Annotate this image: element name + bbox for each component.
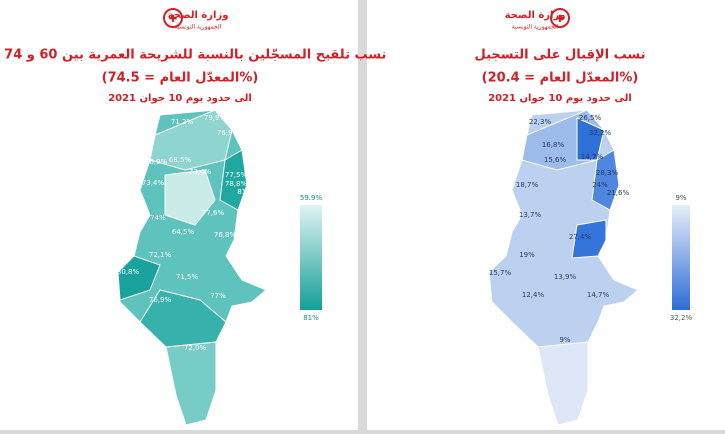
- region-label: 14,7%: [581, 153, 604, 161]
- date: الى حدود يوم 10 جوان 2021: [488, 93, 632, 104]
- region-label: 80,8%: [117, 268, 140, 276]
- region-label: 73,4%: [189, 168, 212, 176]
- region-label: 78,8%: [225, 180, 248, 188]
- region-label: 74%: [150, 214, 166, 222]
- region-label: 18,7%: [516, 181, 539, 189]
- region-label: 13,9%: [554, 273, 577, 281]
- logo-subtitle: الجمهورية التونسية: [175, 24, 222, 31]
- region-label: 14,7%: [587, 291, 610, 299]
- region-label: 16,8%: [542, 141, 565, 149]
- region-labels: 71,2% 79,9% 76,9% 66,9% 68,5% 73,4% 77,5%78,8%…: [117, 114, 630, 352]
- region-label: 72,0%: [184, 344, 207, 352]
- legend-top: 9%: [675, 194, 686, 202]
- logo-subtitle: الجمهورية التونسية: [512, 24, 559, 31]
- region-label: 27,4%: [569, 233, 592, 241]
- region-label: 68,5%: [169, 156, 192, 164]
- title: نسب تلقيح المسجّلين بالنسبة للشريحة العم…: [0, 48, 386, 63]
- region-label: 77%: [210, 292, 226, 300]
- region-label: 81%: [237, 188, 253, 196]
- region-label: 71,5%: [176, 273, 199, 281]
- region-label: 66,9%: [145, 158, 168, 166]
- left-map: [116, 109, 267, 426]
- average: (المعدّل العام = 20.4%): [482, 71, 639, 86]
- average: (المعدّل العام = 74.5%): [102, 71, 259, 86]
- left-logo: ✚ وزارة الصحة الجمهورية التونسية: [163, 8, 229, 31]
- legend-bottom: 32,2%: [670, 314, 693, 322]
- region-label: 9%: [559, 336, 570, 344]
- region-label: 15,7%: [489, 269, 512, 277]
- logo-name: وزارة الصحة: [168, 10, 229, 21]
- region-label: 76,9%: [149, 296, 172, 304]
- region-label: 12,4%: [522, 291, 545, 299]
- region-label: 64,5%: [172, 228, 195, 236]
- region-label: 72,1%: [149, 251, 172, 259]
- region-label: 26,5%: [579, 114, 602, 122]
- region-label: 77,5%: [225, 171, 248, 179]
- region-label: 28,3%: [596, 169, 619, 177]
- region-label: 79,9%: [204, 114, 227, 122]
- region-label: 15,6%: [544, 156, 567, 164]
- region-label: 19%: [519, 251, 535, 259]
- region-label: 22,3%: [529, 118, 552, 126]
- title: نسب الإقبال على التسجيل: [474, 48, 645, 63]
- region-label: 24%: [592, 181, 608, 189]
- region-label: 77,6%: [202, 209, 225, 217]
- region-label: 71,2%: [171, 118, 194, 126]
- legend-bottom: 81%: [303, 314, 319, 322]
- legend-bar: [672, 205, 690, 310]
- legend-top: 59.9%: [300, 194, 323, 202]
- right-logo: ✚ وزارة الصحة الجمهورية التونسية: [505, 8, 570, 31]
- region-label: 73,4%: [142, 179, 165, 187]
- region-label: 76,9%: [217, 129, 240, 137]
- legend-bar: [300, 205, 322, 310]
- region-label: 21,6%: [607, 189, 630, 197]
- region-label: 32,2%: [589, 129, 612, 137]
- logo-name: وزارة الصحة: [505, 10, 566, 21]
- date: الى حدود يوم 10 جوان 2021: [108, 93, 252, 104]
- region-label: 13,7%: [519, 211, 542, 219]
- region-label: 76,8%: [214, 231, 237, 239]
- svg-text:✚: ✚: [556, 14, 564, 25]
- svg-text:✚: ✚: [169, 14, 177, 25]
- right-map: [488, 109, 639, 426]
